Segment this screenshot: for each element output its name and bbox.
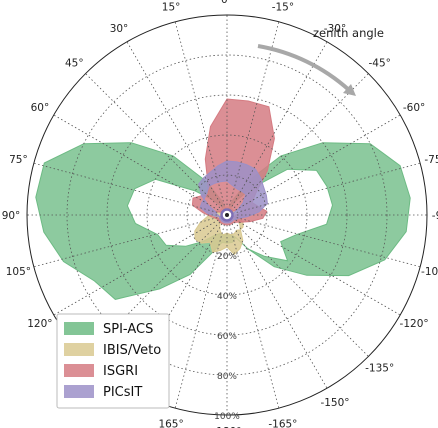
grid-circle bbox=[106, 94, 348, 336]
angle-tick-label: 60° bbox=[31, 102, 50, 114]
angle-tick-label: 165° bbox=[158, 419, 183, 428]
legend-label: SPI-ACS bbox=[103, 322, 153, 337]
angle-tick-label: 75° bbox=[9, 154, 28, 166]
angle-tick-label: -60° bbox=[403, 102, 425, 114]
angle-tick-label: 45° bbox=[65, 57, 84, 69]
legend-swatch bbox=[64, 364, 94, 377]
angle-tick-label: 120° bbox=[27, 318, 52, 330]
angle-tick-label: -75° bbox=[424, 154, 438, 166]
radial-tick-label: 20% bbox=[217, 252, 237, 262]
angle-tick-label: -30° bbox=[324, 23, 346, 35]
angle-tick-label: 105° bbox=[6, 266, 31, 278]
angle-tick-label: -150° bbox=[320, 397, 349, 409]
legend-swatch bbox=[64, 322, 94, 335]
grid-circle bbox=[26, 14, 428, 416]
angle-tick-label: -15° bbox=[272, 1, 294, 13]
annotation-zenith-angle: zenith angle bbox=[313, 26, 384, 40]
angle-tick-label: 90° bbox=[2, 210, 21, 222]
angle-tick-label: -105° bbox=[421, 266, 438, 278]
grid-circle bbox=[66, 54, 388, 376]
legend-swatch bbox=[64, 343, 94, 356]
legend: SPI-ACS IBIS/Veto ISGRI PICsIT bbox=[56, 313, 170, 409]
angle-tick-label: -90° bbox=[432, 210, 438, 222]
angle-tick-label: 15° bbox=[162, 1, 181, 13]
legend-label: IBIS/Veto bbox=[103, 343, 161, 358]
radial-tick-label: 40% bbox=[217, 292, 237, 302]
rotation-arrow bbox=[257, 44, 351, 92]
center-dot bbox=[225, 213, 229, 217]
legend-swatch bbox=[64, 385, 94, 398]
angle-tick-label: -135° bbox=[365, 363, 394, 375]
radial-tick-label: 80% bbox=[217, 372, 237, 382]
legend-label: ISGRI bbox=[103, 364, 138, 379]
grid-circle bbox=[146, 134, 308, 296]
angle-tick-label: 0° bbox=[221, 0, 233, 6]
angle-tick-label: -120° bbox=[400, 318, 429, 330]
annotation-layer: zenith angle bbox=[257, 26, 384, 96]
radial-tick-label: 60% bbox=[217, 332, 237, 342]
legend-label: PICsIT bbox=[103, 385, 142, 400]
radial-tick-label: 100% bbox=[214, 412, 240, 422]
angle-tick-label: -180° bbox=[212, 426, 241, 428]
angle-tick-label: -45° bbox=[368, 57, 390, 69]
grid-circle bbox=[186, 174, 268, 256]
grid-layer bbox=[26, 14, 428, 416]
angle-tick-label: 30° bbox=[110, 23, 129, 35]
angle-tick-label: -165° bbox=[268, 419, 297, 428]
legend-box bbox=[56, 313, 170, 409]
rotation-arrow-head bbox=[343, 84, 356, 96]
center-marker bbox=[220, 208, 234, 222]
